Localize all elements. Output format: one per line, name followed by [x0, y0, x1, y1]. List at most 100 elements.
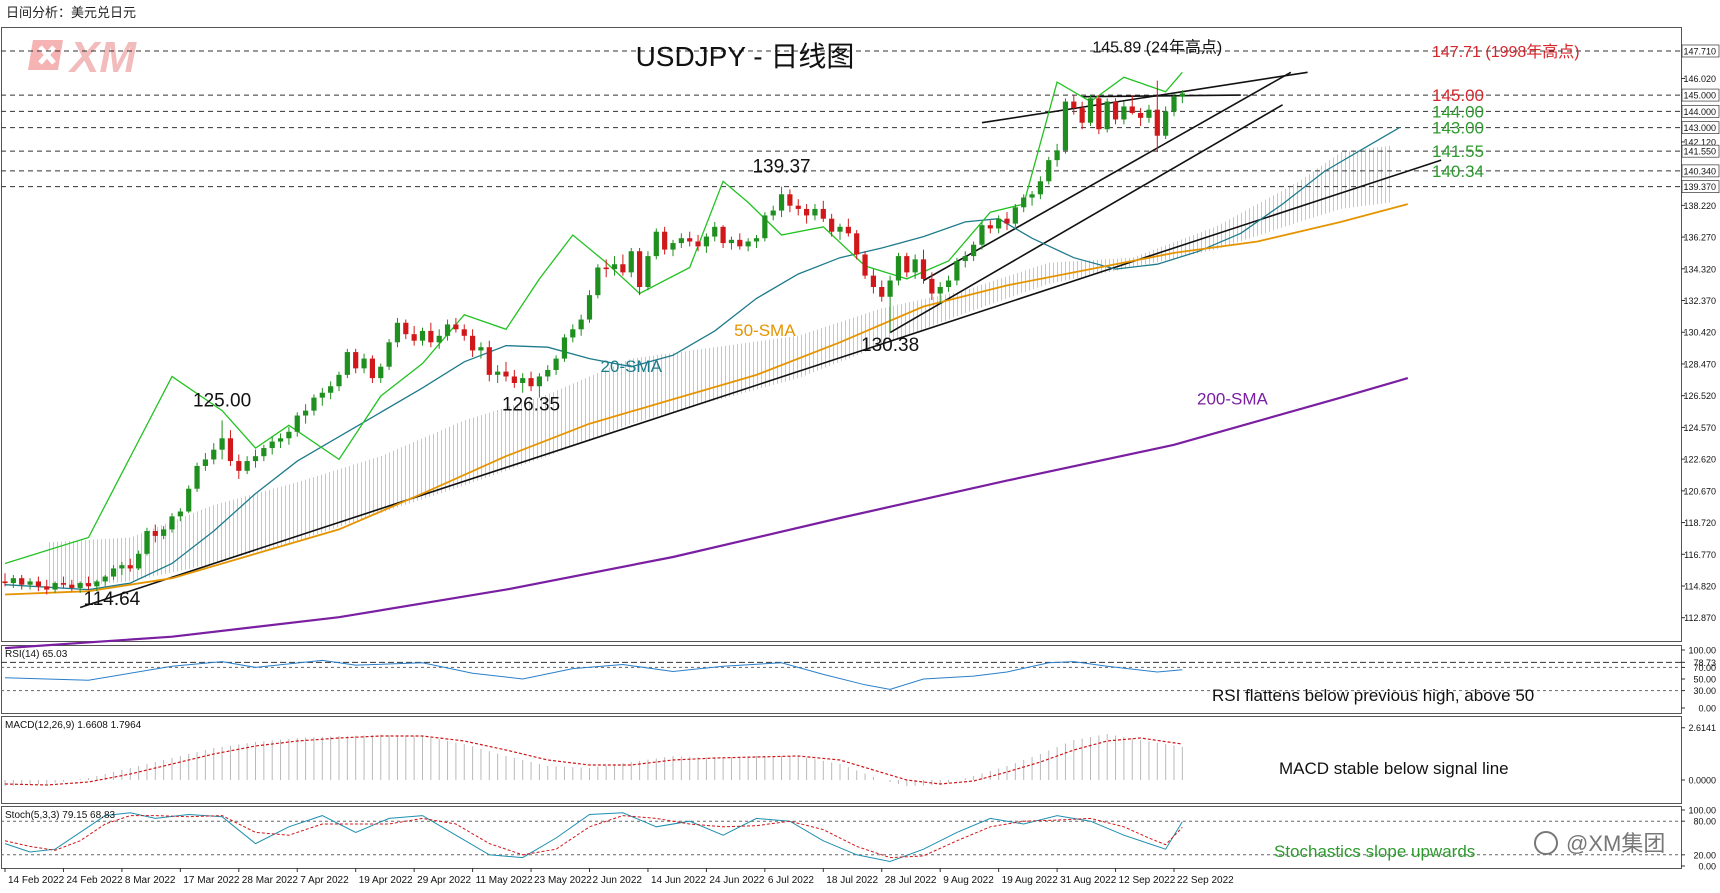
ichimoku-cloud	[46, 145, 1392, 588]
x-tick-label: 24 Feb 2022	[66, 875, 123, 886]
candle-body	[194, 465, 200, 489]
candle-body	[152, 531, 158, 536]
candle-body	[336, 374, 342, 387]
candle-body	[119, 565, 125, 569]
x-tick-label: 12 Sep 2022	[1119, 875, 1176, 886]
candle-body	[670, 243, 676, 250]
candle-body	[804, 208, 810, 216]
candle-body	[94, 581, 100, 587]
y-tick-label: 145.000	[1683, 91, 1716, 101]
candle-body	[971, 244, 977, 257]
candle-body	[954, 260, 960, 281]
candle-body	[378, 366, 384, 379]
y-tick-label: 141.550	[1683, 147, 1716, 157]
candle-body	[211, 449, 217, 460]
annotation-label: 126.35	[502, 394, 560, 415]
candle-body	[52, 583, 58, 590]
y-tick-label: 124.570	[1683, 423, 1716, 433]
candle-body	[1004, 218, 1010, 224]
candle-body	[361, 358, 367, 369]
watermark-icon	[1534, 831, 1558, 855]
candle-body	[678, 238, 684, 244]
rsi-note: RSI flattens below previous high, above …	[1212, 686, 1534, 705]
x-tick-label: 2 Jun 2022	[593, 875, 643, 886]
y-tick-label: 80.00	[1693, 817, 1716, 827]
candle-body	[1037, 181, 1043, 195]
candle-body	[219, 438, 225, 450]
candle-body	[929, 278, 935, 294]
y-tick-label: 0.00	[1698, 704, 1716, 714]
candle-body	[344, 352, 350, 375]
trend-lines	[79, 71, 1442, 609]
y-tick-label: 118.720	[1684, 518, 1716, 528]
candle-body	[879, 287, 885, 297]
candle-body	[503, 371, 509, 377]
candle-body	[703, 236, 709, 247]
y-tick-label: 78.73	[1693, 658, 1716, 668]
candle-body	[386, 342, 392, 367]
candlesticks	[2, 80, 1185, 595]
candle-body	[328, 386, 334, 393]
rsi-title: RSI(14) 65.03	[5, 649, 68, 660]
candle-body	[1163, 111, 1169, 136]
x-tick-label: 14 Feb 2022	[8, 875, 65, 886]
candle-body	[236, 461, 242, 471]
candle-body	[486, 347, 492, 375]
candle-body	[895, 256, 902, 281]
y-tick-label: 112.870	[1684, 613, 1716, 623]
price-axis: 147.710 146.020 145.000 144.000 143.000 142.1…	[1681, 44, 1720, 623]
candle-body	[303, 410, 309, 416]
candle-body	[202, 459, 208, 466]
y-tick-box	[1681, 104, 1720, 118]
watermark-text: @XM集团	[1566, 831, 1665, 856]
candle-body	[269, 441, 275, 449]
candle-body	[887, 280, 893, 297]
candle-body	[570, 329, 576, 338]
candle-body	[553, 358, 559, 370]
candle-body	[979, 225, 985, 245]
candle-body	[628, 251, 634, 273]
y-tick-box	[1681, 88, 1720, 102]
candle-body	[286, 431, 292, 439]
candle-body	[1021, 197, 1027, 208]
x-tick-label: 14 Jun 2022	[651, 875, 706, 886]
macd-signal-line	[4, 735, 1183, 786]
trend-line	[981, 71, 1308, 124]
candle-body	[687, 238, 693, 242]
candle-body	[127, 565, 133, 569]
macd-title: MACD(12,26,9) 1.6608 1.7964	[5, 720, 142, 731]
stoch-k-line	[4, 812, 1183, 863]
candle-body	[1179, 93, 1185, 97]
candle-body	[603, 267, 609, 270]
candle-body	[662, 231, 668, 250]
annotation-label: 145.89 (24年高点)	[1092, 39, 1222, 57]
trend-line	[1082, 94, 1241, 98]
y-tick-label: 70.00	[1693, 663, 1716, 673]
y-tick-label: 20.00	[1693, 850, 1716, 860]
y-tick-label: 134.320	[1683, 264, 1716, 274]
candle-body	[403, 322, 409, 335]
candle-body	[244, 461, 250, 471]
candle-body	[862, 254, 868, 276]
candle-body	[586, 295, 593, 320]
candle-body	[1112, 101, 1119, 120]
level-label: 144.00	[1432, 102, 1484, 121]
line-20-sma	[4, 127, 1400, 591]
trend-line	[923, 71, 1292, 282]
y-tick-label: 130.420	[1683, 328, 1716, 338]
candle-body	[77, 583, 83, 588]
level-label: 145.00	[1432, 86, 1484, 105]
candle-body	[369, 358, 375, 379]
candle-body	[753, 238, 760, 242]
candle-body	[637, 251, 643, 288]
y-tick-label: 140.340	[1683, 166, 1716, 176]
y-tick-label: 146.020	[1683, 74, 1716, 84]
candle-body	[837, 226, 843, 232]
candle-body	[495, 371, 501, 375]
x-tick-label: 6 Jul 2022	[768, 875, 815, 886]
x-tick-label: 24 Jun 2022	[709, 875, 764, 886]
candle-body	[294, 415, 300, 432]
